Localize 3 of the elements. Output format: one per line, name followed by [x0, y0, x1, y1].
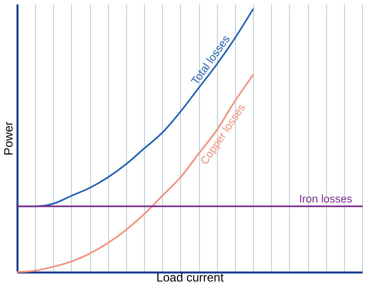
y-axis-title: Power	[2, 121, 16, 156]
x-axis-title: Load current	[156, 270, 224, 284]
series-label: Iron losses	[299, 193, 353, 206]
